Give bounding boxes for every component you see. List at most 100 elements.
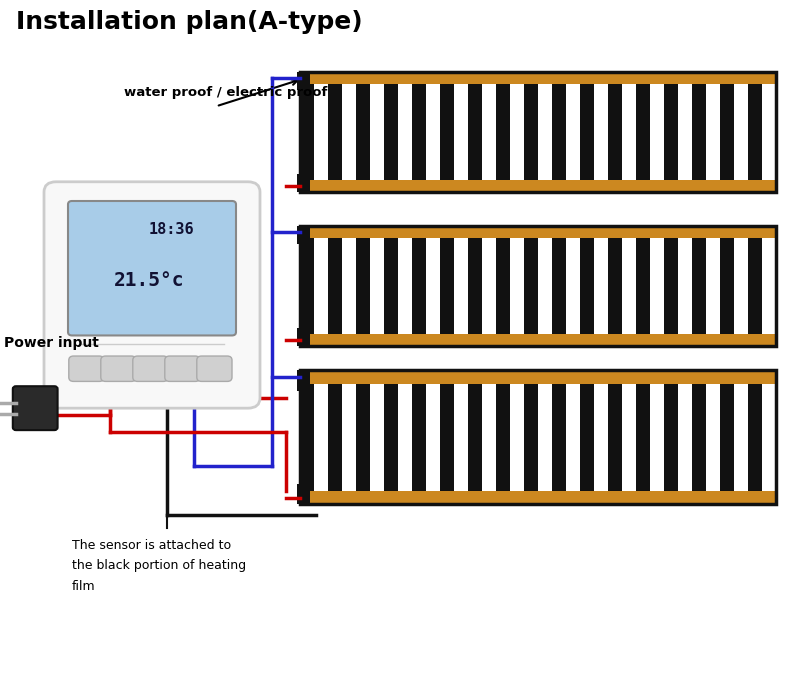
Bar <box>328 84 343 180</box>
Bar <box>328 239 343 335</box>
Bar <box>706 84 721 180</box>
Bar <box>748 84 763 180</box>
Bar <box>297 370 310 390</box>
Bar <box>482 384 497 491</box>
FancyBboxPatch shape <box>44 182 260 408</box>
Bar <box>300 84 315 180</box>
Bar <box>370 384 385 491</box>
Bar <box>678 239 693 335</box>
Bar <box>496 84 510 180</box>
Bar <box>328 384 343 491</box>
Bar <box>314 239 329 335</box>
Bar <box>664 84 678 180</box>
Bar <box>664 384 678 491</box>
Bar <box>300 180 776 192</box>
Bar <box>398 384 413 491</box>
FancyBboxPatch shape <box>101 356 136 381</box>
Bar <box>692 84 707 180</box>
FancyBboxPatch shape <box>197 356 232 381</box>
Bar <box>297 484 310 504</box>
Bar <box>552 239 566 335</box>
Bar <box>552 84 566 180</box>
Text: Power input: Power input <box>4 336 99 350</box>
Bar <box>510 84 525 180</box>
Bar <box>300 370 776 384</box>
Bar <box>384 84 398 180</box>
Bar <box>297 329 310 346</box>
Bar <box>300 226 776 346</box>
Bar <box>748 239 763 335</box>
FancyBboxPatch shape <box>133 356 168 381</box>
Bar <box>426 239 441 335</box>
Text: Installation plan(A-type): Installation plan(A-type) <box>16 10 362 34</box>
Bar <box>566 239 581 335</box>
Bar <box>370 84 385 180</box>
Bar <box>622 239 637 335</box>
Bar <box>510 239 525 335</box>
Bar <box>300 72 776 192</box>
Bar <box>496 384 510 491</box>
Bar <box>734 384 749 491</box>
Bar <box>692 384 707 491</box>
Bar <box>426 384 441 491</box>
Bar <box>300 370 776 504</box>
FancyBboxPatch shape <box>68 201 236 335</box>
Bar <box>608 84 622 180</box>
Bar <box>300 491 776 504</box>
Bar <box>398 239 413 335</box>
Bar <box>580 84 594 180</box>
Bar <box>454 84 469 180</box>
Bar <box>482 84 497 180</box>
Bar <box>720 384 734 491</box>
Bar <box>454 384 469 491</box>
Bar <box>706 239 721 335</box>
Bar <box>342 84 357 180</box>
Bar <box>720 84 734 180</box>
Bar <box>300 370 776 504</box>
Bar <box>524 84 539 180</box>
Bar <box>692 239 707 335</box>
Bar <box>762 84 777 180</box>
Bar <box>468 384 482 491</box>
Bar <box>300 239 315 335</box>
Bar <box>412 239 427 335</box>
Bar <box>300 72 776 192</box>
Bar <box>314 384 329 491</box>
Bar <box>608 239 622 335</box>
Bar <box>720 239 734 335</box>
Bar <box>650 384 665 491</box>
Bar <box>398 84 413 180</box>
Bar <box>297 226 310 244</box>
FancyBboxPatch shape <box>69 356 104 381</box>
Bar <box>468 84 482 180</box>
Text: 21.5°c: 21.5°c <box>114 272 184 290</box>
Bar <box>594 384 609 491</box>
Bar <box>440 384 454 491</box>
Bar <box>524 384 539 491</box>
Bar <box>300 226 776 346</box>
Bar <box>622 384 637 491</box>
Text: 18:36: 18:36 <box>148 222 194 237</box>
Bar <box>342 384 357 491</box>
Bar <box>622 84 637 180</box>
Bar <box>594 84 609 180</box>
Bar <box>356 384 371 491</box>
Bar <box>636 84 651 180</box>
Bar <box>356 239 371 335</box>
Bar <box>762 384 777 491</box>
Bar <box>370 239 385 335</box>
Bar <box>636 384 651 491</box>
Bar <box>297 174 310 192</box>
Bar <box>538 239 553 335</box>
Bar <box>678 384 693 491</box>
Bar <box>650 239 665 335</box>
Text: film: film <box>72 580 96 593</box>
Bar <box>482 239 497 335</box>
Bar <box>524 239 539 335</box>
Bar <box>650 84 665 180</box>
Bar <box>356 84 371 180</box>
Bar <box>454 239 469 335</box>
Bar <box>538 84 553 180</box>
Bar <box>734 84 749 180</box>
Bar <box>566 84 581 180</box>
